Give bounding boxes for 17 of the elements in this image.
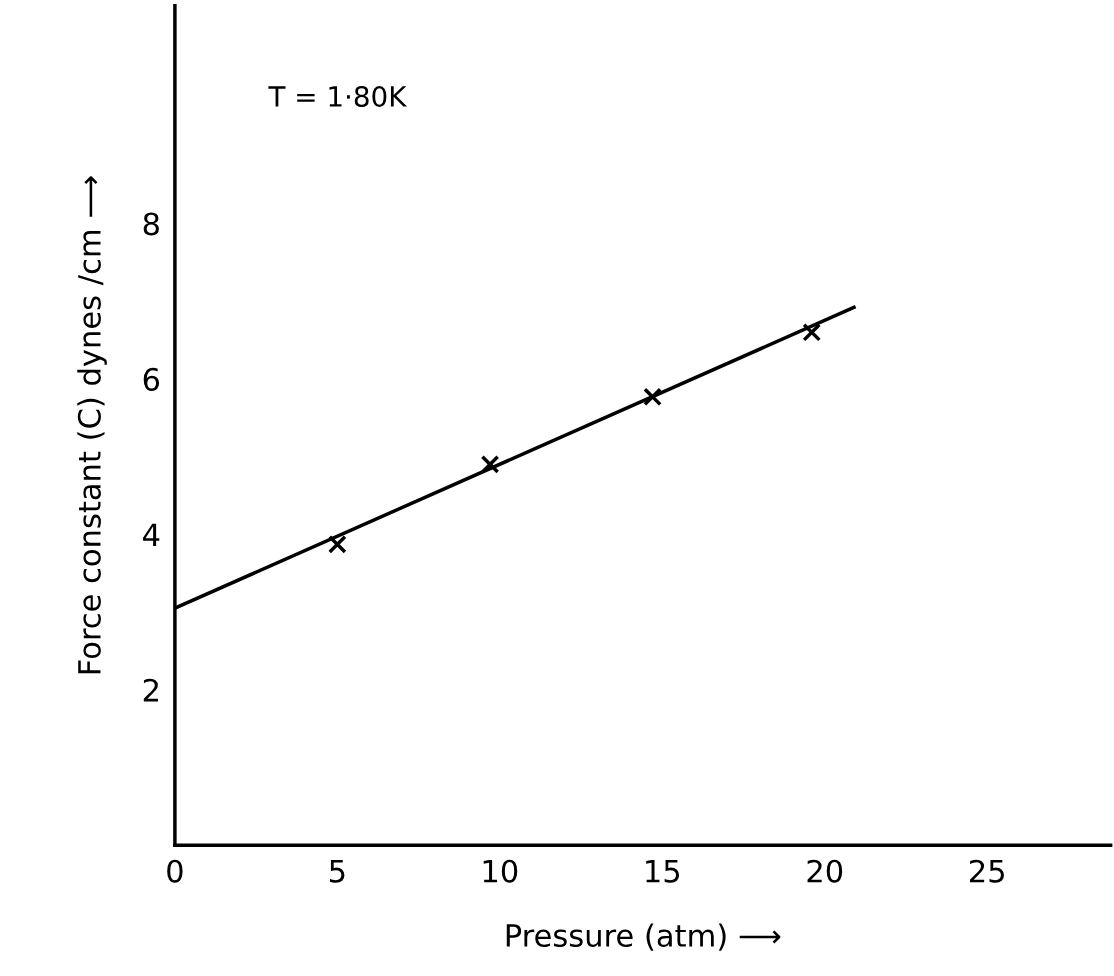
point: [802, 322, 822, 342]
y-tick-label: 8: [143, 212, 159, 236]
x-tick-label: 10: [483, 859, 518, 883]
y-tick-label: 4: [143, 523, 160, 546]
x-tick-label: 15: [646, 860, 680, 883]
x-tick-label: 20: [807, 859, 843, 883]
point: [643, 387, 662, 407]
y-tick-label: 6: [143, 367, 160, 391]
point: [328, 535, 347, 554]
point: [480, 455, 500, 474]
x-axis-title: Pressure (atm) ⟶: [506, 923, 781, 951]
annotation: T = 1·80K: [268, 85, 408, 107]
x-tick-label: 5: [329, 860, 345, 883]
x-tick-label: 0: [167, 859, 183, 883]
y-tick-label: 2: [143, 678, 158, 702]
y-axis-title: Force constant (C) dynes /cm ⟶: [77, 176, 107, 674]
x-tick-label: 25: [969, 859, 1004, 883]
